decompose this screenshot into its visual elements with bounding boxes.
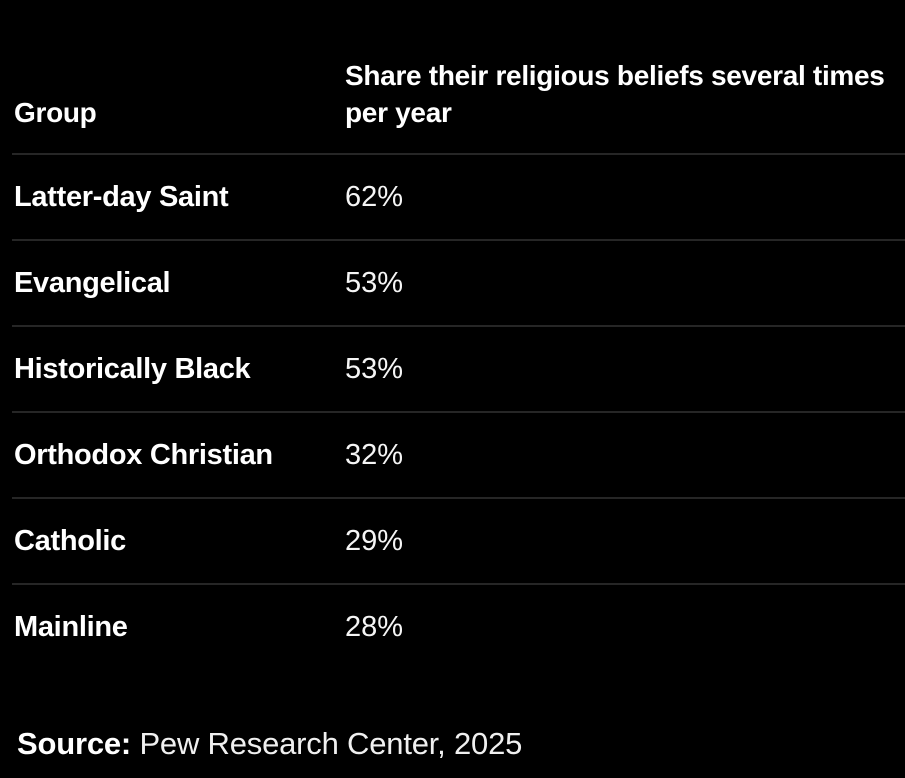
row-divider	[12, 497, 905, 499]
table-row: Evangelical 53%	[0, 241, 905, 325]
value-cell: 53%	[345, 352, 404, 385]
table-row: Catholic 29%	[0, 499, 905, 583]
group-cell: Catholic	[14, 524, 126, 557]
table-header-row: Group Share their religious beliefs seve…	[0, 0, 905, 153]
column-header-share-frequency: Share their religious beliefs several ti…	[345, 60, 885, 128]
value-cell: 53%	[345, 266, 404, 299]
group-cell: Orthodox Christian	[14, 438, 273, 471]
group-cell: Historically Black	[14, 352, 251, 385]
value-cell: 32%	[345, 438, 404, 471]
value-cell: 62%	[345, 180, 404, 213]
source-attribution: Source: Pew Research Center, 2025	[0, 725, 905, 763]
column-header-group: Group	[14, 97, 97, 128]
group-cell: Latter-day Saint	[14, 180, 229, 213]
row-divider	[12, 583, 905, 585]
value-cell: 28%	[345, 610, 404, 643]
table-row: Latter-day Saint 62%	[0, 155, 905, 239]
group-cell: Mainline	[14, 610, 128, 643]
row-divider	[12, 325, 905, 327]
group-cell: Evangelical	[14, 266, 171, 299]
row-divider	[12, 239, 905, 241]
table-row: Orthodox Christian 32%	[0, 413, 905, 497]
row-divider	[12, 153, 905, 155]
value-cell: 29%	[345, 524, 404, 557]
source-text: Pew Research Center, 2025	[131, 726, 523, 761]
source-label: Source:	[17, 726, 132, 761]
table-row: Historically Black 53%	[0, 327, 905, 411]
row-divider	[12, 411, 905, 413]
table-row: Mainline 28%	[0, 585, 905, 669]
